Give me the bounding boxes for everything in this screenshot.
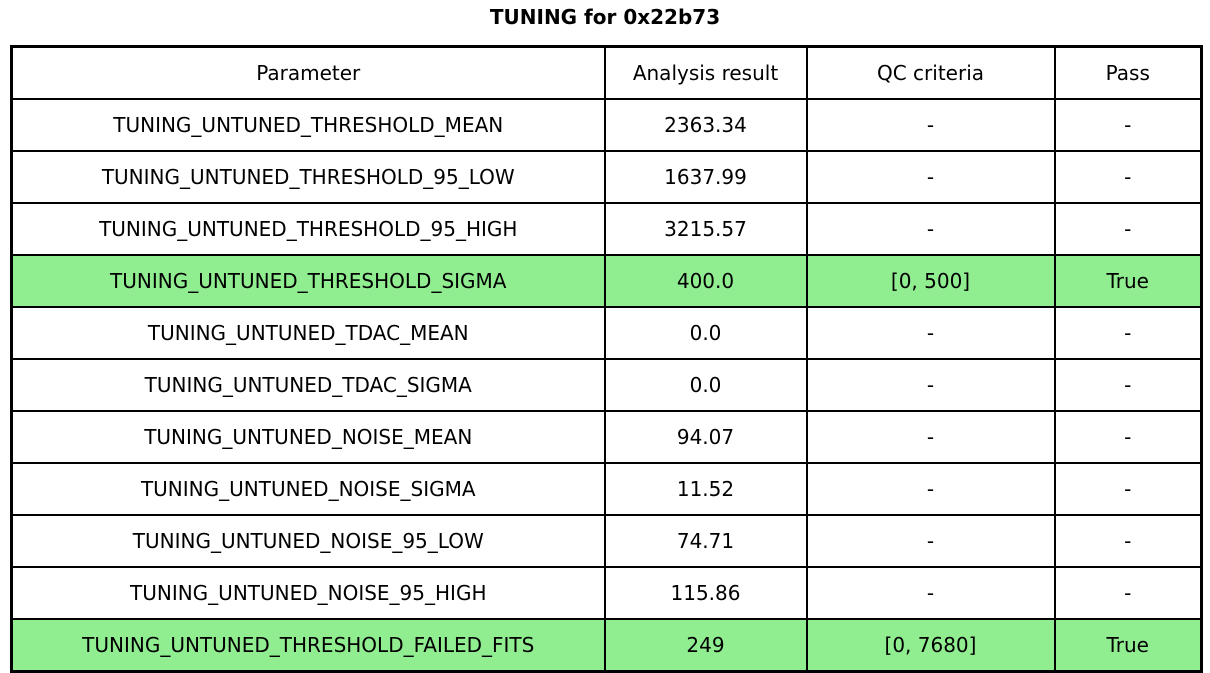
column-header-analysis-result: Analysis result [603, 45, 808, 100]
column-header-parameter: Parameter [10, 45, 606, 100]
cell-analysis-result: 3215.57 [603, 202, 808, 256]
cell-qc-criteria: - [805, 306, 1056, 360]
cell-pass: - [1053, 462, 1203, 516]
table-row: TUNING_UNTUNED_THRESHOLD_95_HIGH 3215.57… [10, 202, 1203, 256]
cell-parameter: TUNING_UNTUNED_THRESHOLD_95_LOW [10, 150, 606, 204]
qc-tuning-figure: TUNING for 0x22b73 Parameter Analysis re… [10, 5, 1203, 673]
cell-parameter: TUNING_UNTUNED_THRESHOLD_MEAN [10, 98, 606, 152]
cell-analysis-result: 0.0 [603, 358, 808, 412]
cell-pass: True [1053, 618, 1203, 673]
table-row: TUNING_UNTUNED_THRESHOLD_SIGMA 400.0 [0,… [10, 254, 1203, 308]
cell-pass: True [1053, 254, 1203, 308]
table-header-row: Parameter Analysis result QC criteria Pa… [10, 45, 1203, 100]
cell-qc-criteria: [0, 7680] [805, 618, 1056, 673]
table-row: TUNING_UNTUNED_TDAC_SIGMA 0.0 - - [10, 358, 1203, 412]
cell-analysis-result: 115.86 [603, 566, 808, 620]
cell-pass: - [1053, 202, 1203, 256]
cell-analysis-result: 2363.34 [603, 98, 808, 152]
cell-pass: - [1053, 566, 1203, 620]
cell-qc-criteria: - [805, 202, 1056, 256]
table-row: TUNING_UNTUNED_THRESHOLD_FAILED_FITS 249… [10, 618, 1203, 673]
cell-parameter: TUNING_UNTUNED_THRESHOLD_SIGMA [10, 254, 606, 308]
cell-qc-criteria: [0, 500] [805, 254, 1056, 308]
cell-analysis-result: 249 [603, 618, 808, 673]
cell-parameter: TUNING_UNTUNED_TDAC_MEAN [10, 306, 606, 360]
cell-parameter: TUNING_UNTUNED_NOISE_MEAN [10, 410, 606, 464]
page-title: TUNING for 0x22b73 [489, 5, 721, 29]
table-row: TUNING_UNTUNED_NOISE_MEAN 94.07 - - [10, 410, 1203, 464]
cell-parameter: TUNING_UNTUNED_THRESHOLD_FAILED_FITS [10, 618, 606, 673]
cell-parameter: TUNING_UNTUNED_TDAC_SIGMA [10, 358, 606, 412]
cell-parameter: TUNING_UNTUNED_NOISE_SIGMA [10, 462, 606, 516]
table-row: TUNING_UNTUNED_THRESHOLD_MEAN 2363.34 - … [10, 98, 1203, 152]
table-row: TUNING_UNTUNED_NOISE_SIGMA 11.52 - - [10, 462, 1203, 516]
cell-pass: - [1053, 514, 1203, 568]
cell-parameter: TUNING_UNTUNED_THRESHOLD_95_HIGH [10, 202, 606, 256]
cell-qc-criteria: - [805, 358, 1056, 412]
cell-qc-criteria: - [805, 98, 1056, 152]
table-row: TUNING_UNTUNED_NOISE_95_LOW 74.71 - - [10, 514, 1203, 568]
table-row: TUNING_UNTUNED_NOISE_95_HIGH 115.86 - - [10, 566, 1203, 620]
cell-analysis-result: 0.0 [603, 306, 808, 360]
column-header-qc-criteria: QC criteria [805, 45, 1056, 100]
column-header-pass: Pass [1053, 45, 1203, 100]
cell-qc-criteria: - [805, 514, 1056, 568]
cell-parameter: TUNING_UNTUNED_NOISE_95_HIGH [10, 566, 606, 620]
cell-pass: - [1053, 410, 1203, 464]
cell-pass: - [1053, 306, 1203, 360]
cell-pass: - [1053, 358, 1203, 412]
table-row: TUNING_UNTUNED_THRESHOLD_95_LOW 1637.99 … [10, 150, 1203, 204]
cell-analysis-result: 11.52 [603, 462, 808, 516]
cell-qc-criteria: - [805, 150, 1056, 204]
cell-qc-criteria: - [805, 410, 1056, 464]
cell-analysis-result: 1637.99 [603, 150, 808, 204]
cell-analysis-result: 400.0 [603, 254, 808, 308]
cell-analysis-result: 74.71 [603, 514, 808, 568]
qc-results-table: Parameter Analysis result QC criteria Pa… [10, 45, 1203, 673]
cell-parameter: TUNING_UNTUNED_NOISE_95_LOW [10, 514, 606, 568]
cell-pass: - [1053, 150, 1203, 204]
cell-analysis-result: 94.07 [603, 410, 808, 464]
cell-pass: - [1053, 98, 1203, 152]
cell-qc-criteria: - [805, 462, 1056, 516]
cell-qc-criteria: - [805, 566, 1056, 620]
table-row: TUNING_UNTUNED_TDAC_MEAN 0.0 - - [10, 306, 1203, 360]
